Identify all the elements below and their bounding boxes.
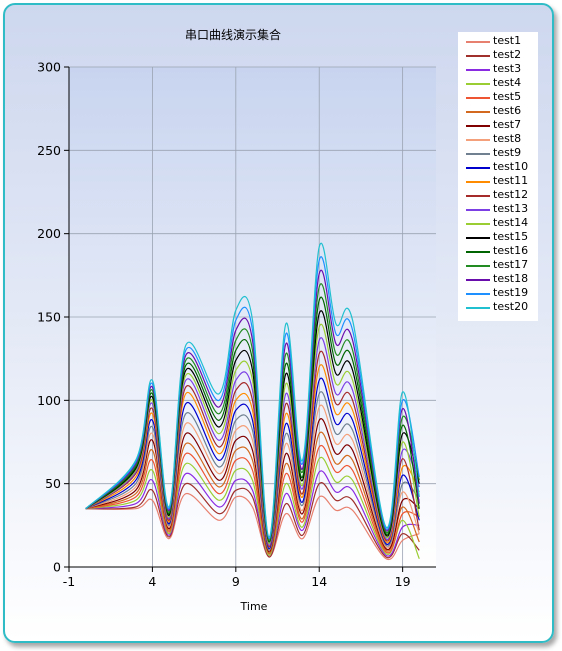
legend-item-test20: test20 <box>458 300 538 315</box>
legend-item-test2: test2 <box>458 48 538 63</box>
legend-swatch <box>466 209 490 211</box>
legend-label: test5 <box>493 90 522 103</box>
legend-item-test10: test10 <box>458 160 538 175</box>
axes: 0 50 100 150 200 250 300 -1 4 9 14 19 <box>37 60 436 589</box>
legend-swatch <box>466 237 490 239</box>
legend-label: test14 <box>493 216 529 229</box>
legend-item-test13: test13 <box>458 202 538 217</box>
legend-item-test7: test7 <box>458 118 538 133</box>
legend-label: test16 <box>493 244 529 257</box>
legend-swatch <box>466 279 490 281</box>
series-line-test4 <box>85 456 420 559</box>
legend-item-test11: test11 <box>458 174 538 189</box>
series-line-test20 <box>85 242 420 538</box>
y-tick-label: 300 <box>37 60 61 75</box>
legend-swatch <box>466 41 490 43</box>
legend-label: test18 <box>493 272 529 285</box>
legend-label: test6 <box>493 104 522 117</box>
legend-swatch <box>466 125 490 127</box>
legend-item-test5: test5 <box>458 90 538 105</box>
legend-item-test9: test9 <box>458 146 538 161</box>
x-tick-label: 9 <box>232 574 240 589</box>
legend-label: test13 <box>493 202 529 215</box>
y-tick-label: 150 <box>37 310 61 325</box>
y-tick-label: 0 <box>53 560 61 575</box>
legend-swatch <box>466 167 490 169</box>
legend-item-test12: test12 <box>458 188 538 203</box>
y-tick-label: 250 <box>37 143 61 158</box>
legend-label: test15 <box>493 230 529 243</box>
legend-swatch <box>466 181 490 183</box>
legend-swatch <box>466 293 490 295</box>
x-tick-label: 4 <box>148 574 156 589</box>
series-line-test2 <box>85 482 420 559</box>
legend-swatch <box>466 83 490 85</box>
legend-label: test10 <box>493 160 529 173</box>
legend-item-test8: test8 <box>458 132 538 147</box>
legend-label: test9 <box>493 146 522 159</box>
legend-label: test2 <box>493 48 522 61</box>
grid <box>68 66 436 568</box>
x-axis-label: Time <box>240 600 268 613</box>
legend-label: test11 <box>493 174 529 187</box>
legend-swatch <box>466 223 490 225</box>
legend-label: test20 <box>493 300 529 313</box>
legend-label: test17 <box>493 258 529 271</box>
y-tick-label: 50 <box>45 476 61 491</box>
legend-swatch <box>466 139 490 141</box>
legend-item-test4: test4 <box>458 76 538 91</box>
legend-swatch <box>466 97 490 99</box>
legend-label: test12 <box>493 188 529 201</box>
series-line-test10 <box>85 377 420 550</box>
chart-canvas: 0 50 100 150 200 250 300 -1 4 9 14 19 串口曲线演示集合 Time <box>37 27 436 613</box>
legend-item-test3: test3 <box>458 62 538 77</box>
legend-item-test16: test16 <box>458 244 538 259</box>
legend-swatch <box>466 69 490 71</box>
x-tick-label: 14 <box>311 574 327 589</box>
legend-swatch <box>466 265 490 267</box>
legend-item-test19: test19 <box>458 286 538 301</box>
chart-title: 串口曲线演示集合 <box>185 27 281 42</box>
legend-label: test3 <box>493 62 522 75</box>
legend-item-test14: test14 <box>458 216 538 231</box>
y-tick-label: 100 <box>37 393 61 408</box>
legend-swatch <box>466 111 490 113</box>
x-tick-label: -1 <box>63 574 75 589</box>
legend-item-test15: test15 <box>458 230 538 245</box>
legend-swatch <box>466 251 490 253</box>
legend: test1 test2 test3 test4 test5 test6 test7 test8… <box>458 32 538 321</box>
x-tick-label: 19 <box>395 574 411 589</box>
legend-item-test6: test6 <box>458 104 538 119</box>
legend-label: test8 <box>493 132 522 145</box>
legend-item-test1: test1 <box>458 34 538 49</box>
legend-swatch <box>466 307 490 309</box>
legend-item-test17: test17 <box>458 258 538 273</box>
legend-swatch <box>466 153 490 155</box>
legend-label: test7 <box>493 118 522 131</box>
y-tick-label: 200 <box>37 226 61 241</box>
series-group <box>85 242 420 561</box>
legend-swatch <box>466 55 490 57</box>
legend-item-test18: test18 <box>458 272 538 287</box>
legend-label: test4 <box>493 76 522 89</box>
chart-frame: 0 50 100 150 200 250 300 -1 4 9 14 19 串口曲线演示集合 Time… <box>3 3 554 643</box>
legend-swatch <box>466 195 490 197</box>
legend-label: test19 <box>493 286 529 299</box>
legend-label: test1 <box>493 34 522 47</box>
